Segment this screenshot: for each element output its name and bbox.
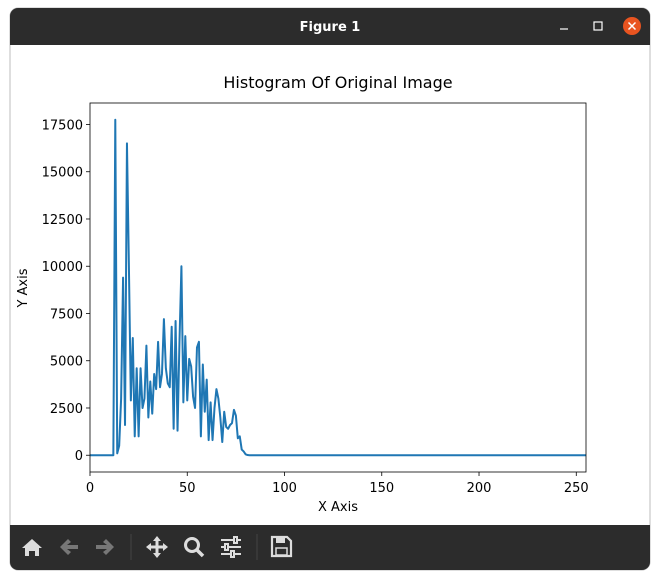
forward-button[interactable] [96, 539, 114, 555]
back-button[interactable] [60, 539, 78, 555]
y-tick-label: 10000 [42, 260, 83, 275]
y-tick-label: 5000 [50, 355, 83, 370]
data-line [90, 118, 586, 457]
home-button[interactable] [22, 539, 42, 556]
plot: Histogram Of Original Image X Axis Y Axi… [16, 73, 589, 515]
x-tick-label: 150 [369, 481, 394, 496]
x-axis-label: X Axis [318, 500, 358, 515]
y-axis-label: Y Axis [16, 268, 31, 308]
close-button[interactable] [623, 17, 641, 35]
window-title: Figure 1 [300, 20, 361, 35]
plot-frame [89, 102, 587, 473]
zoom-button[interactable] [184, 537, 205, 558]
y-tick-label: 7500 [50, 307, 83, 322]
save-button[interactable] [270, 535, 293, 558]
y-tick-label: 15000 [42, 166, 83, 181]
maximize-button[interactable] [593, 21, 603, 31]
configure-button[interactable] [221, 536, 241, 558]
x-tick-label: 100 [272, 481, 297, 496]
pan-button[interactable] [146, 536, 168, 558]
title-bar [10, 8, 650, 45]
plot-area [90, 103, 586, 472]
y-tick-label: 12500 [42, 213, 83, 228]
x-tick-label: 0 [86, 481, 94, 496]
chart-title: Histogram Of Original Image [223, 73, 452, 92]
x-tick-label: 250 [564, 481, 589, 496]
y-tick-label: 2500 [50, 402, 83, 417]
x-tick-label: 50 [179, 481, 196, 496]
x-tick-label: 200 [467, 481, 492, 496]
toolbar [10, 525, 650, 570]
y-tick-label: 0 [75, 449, 83, 464]
y-tick-label: 17500 [42, 118, 83, 133]
